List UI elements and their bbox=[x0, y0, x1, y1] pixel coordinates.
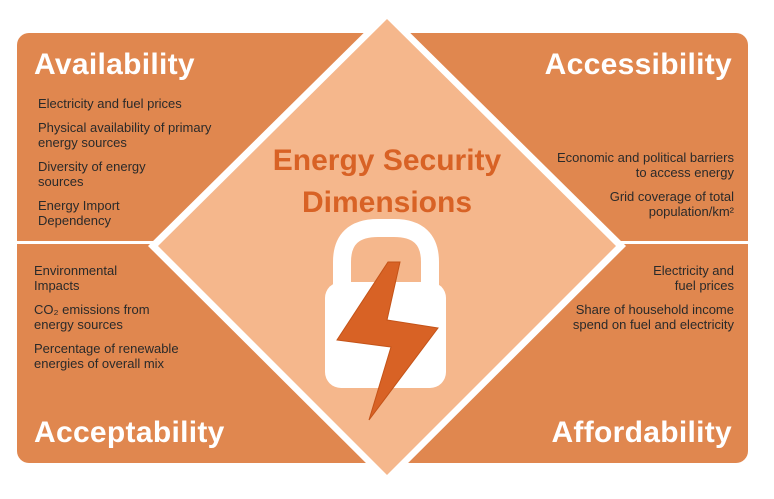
center-title-line1: Energy Security bbox=[272, 144, 502, 177]
right-divider bbox=[610, 241, 748, 244]
list-item: Environmental Impacts bbox=[34, 263, 118, 293]
list-item: Economic and political barriers to acces… bbox=[556, 150, 734, 180]
list-item: Energy Import Dependency bbox=[38, 198, 120, 228]
center-title: Energy Security Dimensions bbox=[230, 140, 544, 224]
accessibility-list: Economic and political barriers to acces… bbox=[544, 150, 734, 228]
list-item: Electricity and fuel prices bbox=[38, 96, 182, 111]
list-item: Percentage of renewable energies of over… bbox=[34, 341, 179, 371]
list-item: Electricity and fuel prices bbox=[653, 263, 734, 293]
diamond-fill bbox=[158, 19, 616, 475]
padlock-lightning-icon bbox=[325, 219, 446, 421]
acceptability-list: Environmental Impacts CO₂ emissions from… bbox=[34, 263, 209, 380]
list-item: Diversity of energy sources bbox=[38, 159, 146, 189]
center-title-line2: Dimensions bbox=[301, 186, 473, 219]
left-divider bbox=[17, 241, 167, 244]
availability-list: Electricity and fuel prices Physical ava… bbox=[38, 96, 248, 237]
list-item: Physical availability of primary energy … bbox=[38, 120, 212, 150]
list-item: Share of household income spend on fuel … bbox=[572, 302, 734, 332]
list-item: CO₂ emissions from energy sources bbox=[34, 302, 150, 332]
availability-title: Availability bbox=[34, 48, 195, 81]
acceptability-title: Acceptability bbox=[34, 416, 225, 449]
accessibility-title: Accessibility bbox=[544, 48, 732, 81]
affordability-list: Electricity and fuel prices Share of hou… bbox=[569, 263, 734, 341]
list-item: Grid coverage of total population/km² bbox=[609, 189, 734, 219]
affordability-title: Affordability bbox=[551, 416, 732, 449]
